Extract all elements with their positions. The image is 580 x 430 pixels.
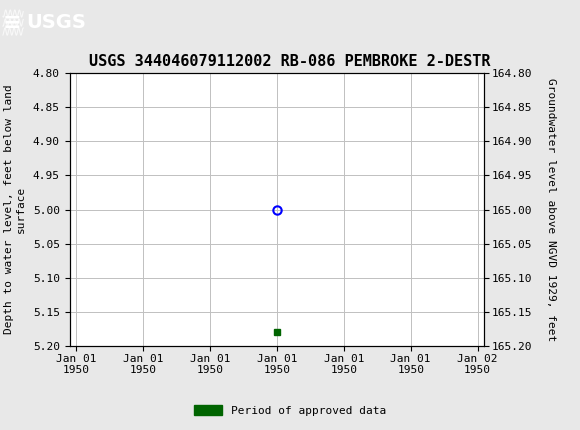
Y-axis label: Groundwater level above NGVD 1929, feet: Groundwater level above NGVD 1929, feet [546,78,556,341]
Y-axis label: Depth to water level, feet below land
surface: Depth to water level, feet below land su… [4,85,26,335]
Text: ≡: ≡ [3,12,21,33]
Text: USGS 344046079112002 RB-086 PEMBROKE 2-DESTR: USGS 344046079112002 RB-086 PEMBROKE 2-D… [89,54,491,69]
Text: USGS: USGS [26,13,86,32]
Legend: Period of approved data: Period of approved data [190,400,390,420]
